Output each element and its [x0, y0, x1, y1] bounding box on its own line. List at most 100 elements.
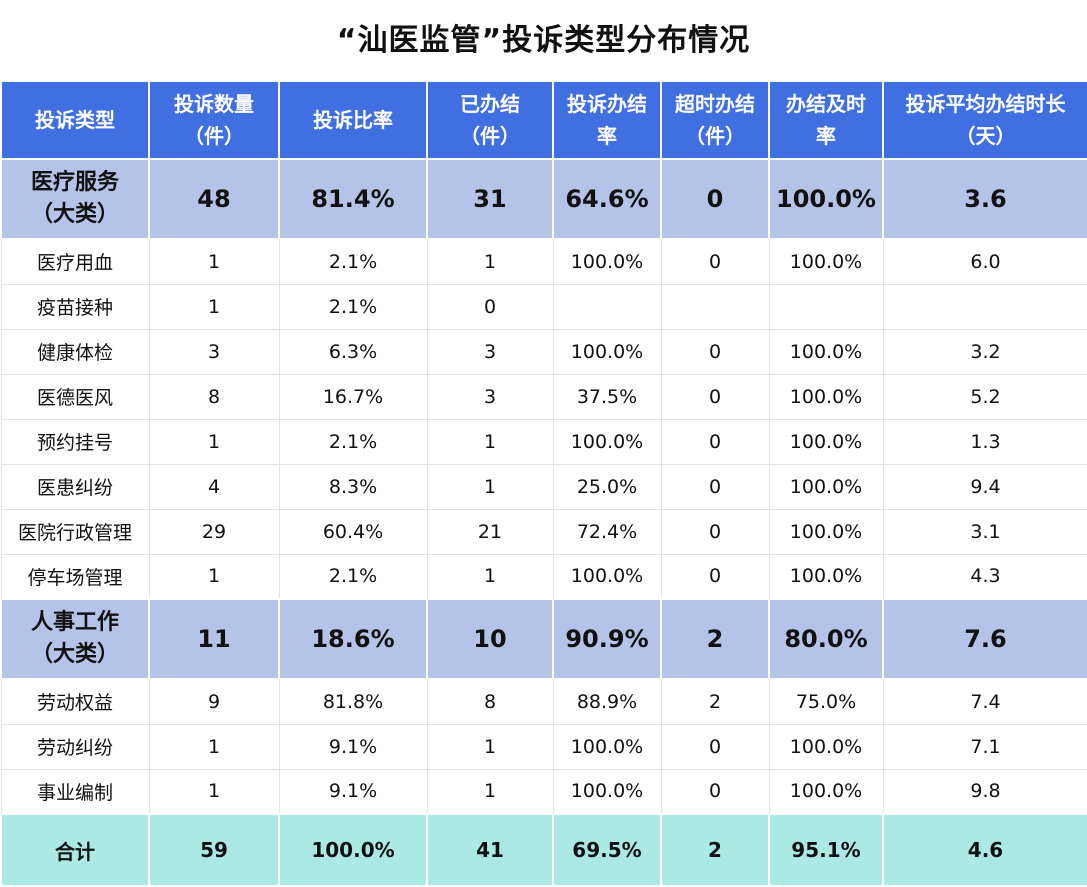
category-ratio: 81.4% [278, 158, 428, 240]
cell-close-rate: 88.9% [552, 678, 662, 725]
cell-avg-days: 3.2 [882, 328, 1087, 375]
cell-avg-days: 6.0 [882, 238, 1087, 285]
table-row: 医患纠纷 4 8.3% 1 25.0% 0 100.0% 9.4 [0, 463, 1087, 510]
category-closed: 31 [426, 158, 554, 240]
cell-close-rate: 25.0% [552, 463, 662, 510]
category-timely-rate: 80.0% [768, 598, 884, 680]
cell-avg-days: 7.4 [882, 678, 1087, 725]
cell-type: 医疗用血 [0, 238, 150, 285]
cell-ratio: 2.1% [278, 238, 428, 285]
cell-timely-rate [768, 283, 884, 330]
cell-count: 29 [148, 508, 280, 555]
cell-closed: 3 [426, 373, 554, 420]
cell-close-rate: 72.4% [552, 508, 662, 555]
category-label: 人事工作 （大类） [0, 598, 150, 680]
category-row-personnel: 人事工作 （大类） 11 18.6% 10 90.9% 2 80.0% 7.6 [0, 598, 1087, 680]
cell-overdue: 0 [660, 723, 770, 770]
cell-count: 1 [148, 418, 280, 465]
cell-timely-rate: 100.0% [768, 723, 884, 770]
cell-count: 1 [148, 723, 280, 770]
cell-ratio: 9.1% [278, 723, 428, 770]
cell-close-rate: 100.0% [552, 553, 662, 600]
cell-ratio: 9.1% [278, 768, 428, 815]
total-label: 合计 [0, 813, 150, 887]
cell-type: 预约挂号 [0, 418, 150, 465]
cell-closed: 1 [426, 418, 554, 465]
cell-ratio: 2.1% [278, 553, 428, 600]
cell-avg-days: 7.1 [882, 723, 1087, 770]
total-count: 59 [148, 813, 280, 887]
cell-overdue: 0 [660, 418, 770, 465]
cell-count: 1 [148, 553, 280, 600]
cell-timely-rate: 100.0% [768, 553, 884, 600]
cell-count: 1 [148, 238, 280, 285]
cell-overdue: 0 [660, 373, 770, 420]
cell-count: 9 [148, 678, 280, 725]
header-type: 投诉类型 [0, 80, 150, 160]
header-count: 投诉数量 （件） [148, 80, 280, 160]
category-overdue: 2 [660, 598, 770, 680]
table-row: 事业编制 1 9.1% 1 100.0% 0 100.0% 9.8 [0, 768, 1087, 815]
cell-ratio: 6.3% [278, 328, 428, 375]
cell-overdue [660, 283, 770, 330]
cell-overdue: 0 [660, 238, 770, 285]
cell-closed: 1 [426, 238, 554, 285]
cell-overdue: 0 [660, 553, 770, 600]
total-avg-days: 4.6 [882, 813, 1087, 887]
cell-timely-rate: 100.0% [768, 508, 884, 555]
total-close-rate: 69.5% [552, 813, 662, 887]
cell-closed: 1 [426, 463, 554, 510]
cell-timely-rate: 100.0% [768, 463, 884, 510]
category-ratio: 18.6% [278, 598, 428, 680]
cell-closed: 3 [426, 328, 554, 375]
cell-timely-rate: 100.0% [768, 373, 884, 420]
category-close-rate: 90.9% [552, 598, 662, 680]
cell-overdue: 0 [660, 463, 770, 510]
cell-ratio: 16.7% [278, 373, 428, 420]
category-timely-rate: 100.0% [768, 158, 884, 240]
header-timely-rate: 办结及时率 [768, 80, 884, 160]
cell-avg-days: 3.1 [882, 508, 1087, 555]
total-timely-rate: 95.1% [768, 813, 884, 887]
cell-count: 4 [148, 463, 280, 510]
table-row: 医院行政管理 29 60.4% 21 72.4% 0 100.0% 3.1 [0, 508, 1087, 555]
table-row: 医德医风 8 16.7% 3 37.5% 0 100.0% 5.2 [0, 373, 1087, 420]
page-title: “汕医监管”投诉类型分布情况 [336, 23, 751, 58]
category-avg-days: 7.6 [882, 598, 1087, 680]
cell-close-rate: 100.0% [552, 328, 662, 375]
cell-type: 事业编制 [0, 768, 150, 815]
cell-close-rate: 100.0% [552, 418, 662, 465]
cell-close-rate: 100.0% [552, 768, 662, 815]
cell-count: 3 [148, 328, 280, 375]
table-row: 劳动纠纷 1 9.1% 1 100.0% 0 100.0% 7.1 [0, 723, 1087, 770]
category-row-medical-service: 医疗服务 （大类） 48 81.4% 31 64.6% 0 100.0% 3.6 [0, 158, 1087, 240]
table-row: 劳动权益 9 81.8% 8 88.9% 2 75.0% 7.4 [0, 678, 1087, 725]
cell-avg-days: 5.2 [882, 373, 1087, 420]
total-ratio: 100.0% [278, 813, 428, 887]
cell-close-rate [552, 283, 662, 330]
total-overdue: 2 [660, 813, 770, 887]
cell-count: 1 [148, 768, 280, 815]
category-close-rate: 64.6% [552, 158, 662, 240]
header-avg-days: 投诉平均办结时长 （天） [882, 80, 1087, 160]
cell-close-rate: 100.0% [552, 238, 662, 285]
cell-count: 1 [148, 283, 280, 330]
cell-type: 健康体检 [0, 328, 150, 375]
cell-count: 8 [148, 373, 280, 420]
category-count: 11 [148, 598, 280, 680]
cell-close-rate: 37.5% [552, 373, 662, 420]
cell-timely-rate: 100.0% [768, 238, 884, 285]
cell-closed: 1 [426, 553, 554, 600]
table-row: 医疗用血 1 2.1% 1 100.0% 0 100.0% 6.0 [0, 238, 1087, 285]
cell-overdue: 0 [660, 508, 770, 555]
cell-close-rate: 100.0% [552, 723, 662, 770]
table-row: 停车场管理 1 2.1% 1 100.0% 0 100.0% 4.3 [0, 553, 1087, 600]
cell-type: 医院行政管理 [0, 508, 150, 555]
cell-ratio: 8.3% [278, 463, 428, 510]
category-avg-days: 3.6 [882, 158, 1087, 240]
complaint-distribution-table: 投诉类型 投诉数量 （件） 投诉比率 已办结 （件） 投诉办结率 超时办结 （件） 办… [0, 80, 1087, 887]
cell-timely-rate: 100.0% [768, 328, 884, 375]
category-overdue: 0 [660, 158, 770, 240]
table-row: 健康体检 3 6.3% 3 100.0% 0 100.0% 3.2 [0, 328, 1087, 375]
cell-overdue: 0 [660, 768, 770, 815]
